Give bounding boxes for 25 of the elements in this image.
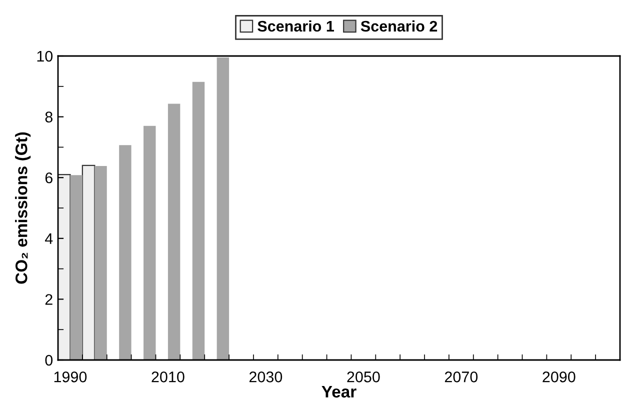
bar	[58, 174, 71, 360]
legend-label: Scenario 2	[360, 20, 438, 32]
x-tick-label: 2030	[249, 372, 282, 382]
y-tick-label: 10	[37, 50, 53, 62]
x-tick-label: 2050	[347, 372, 380, 382]
y-tick-label: 0	[45, 354, 53, 366]
y-tick-label: 2	[45, 294, 52, 305]
x-tick-label: 2070	[444, 372, 478, 382]
y-tick-label: 4	[44, 233, 53, 244]
y-tick-label: 8	[45, 112, 52, 122]
bar	[82, 164, 96, 360]
bar	[168, 104, 180, 360]
bar	[119, 145, 132, 360]
y-tick-label: 6	[45, 172, 52, 184]
bar	[144, 126, 156, 360]
x-tick-label: 1990	[54, 372, 87, 382]
y-axis-title: CO₂ emissions (Gt)	[15, 132, 31, 284]
bar	[94, 166, 107, 360]
bar	[192, 82, 205, 360]
x-axis-title: Year	[322, 386, 356, 398]
bar	[216, 58, 230, 360]
legend-label: Scenario 1	[258, 20, 334, 32]
x-tick-label: 2090	[542, 372, 576, 382]
bar	[70, 175, 82, 360]
x-tick-label: 2010	[152, 372, 184, 382]
